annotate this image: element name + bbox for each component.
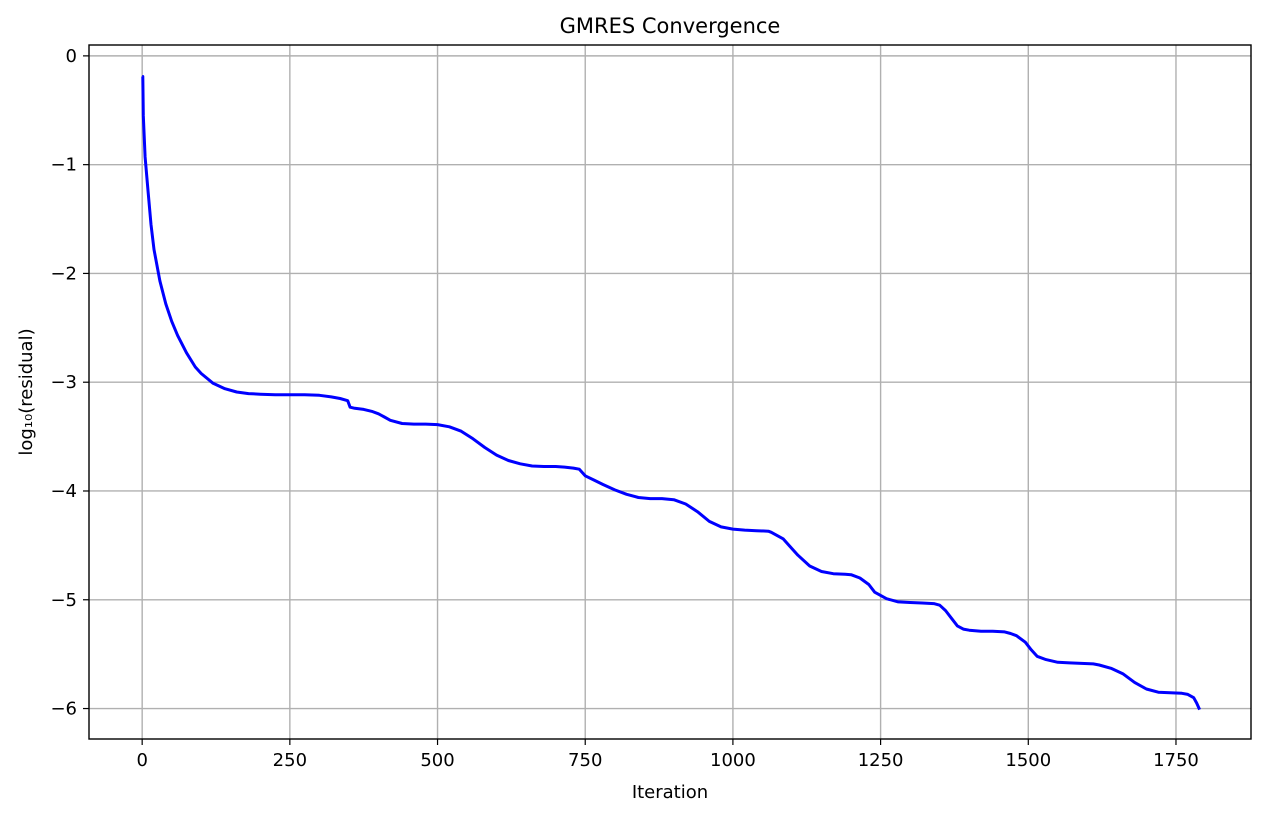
y-tick-label: 0 [66,46,77,67]
x-tick-label: 500 [420,750,454,771]
y-tick-label: −4 [50,481,77,502]
plot-frame [88,44,1252,740]
y-tick-label: −1 [50,155,77,176]
x-tick-label: 0 [136,750,147,771]
x-tick-label: 750 [568,750,602,771]
y-tick-label: −5 [50,590,77,611]
y-tick-label: −2 [50,263,77,284]
grid [89,45,1251,739]
x-tick-label: 250 [273,750,307,771]
x-tick-label: 1250 [858,750,904,771]
y-ticks: 0 −1 −2 −3 −4 −5 −6 [50,46,89,720]
x-tick-label: 1500 [1005,750,1051,771]
chart-title: GMRES Convergence [560,14,781,38]
series-layer [141,75,1201,711]
series-line [141,75,1201,711]
y-tick-label: −3 [50,372,77,393]
x-tick-label: 1750 [1153,750,1199,771]
x-axis-label: Iteration [632,782,708,803]
y-tick-label: −6 [50,699,77,720]
x-ticks: 0 250 500 750 1000 1250 1500 1750 [136,739,1199,771]
y-axis-label: log₁₀(residual) [16,328,37,455]
x-tick-label: 1000 [710,750,756,771]
